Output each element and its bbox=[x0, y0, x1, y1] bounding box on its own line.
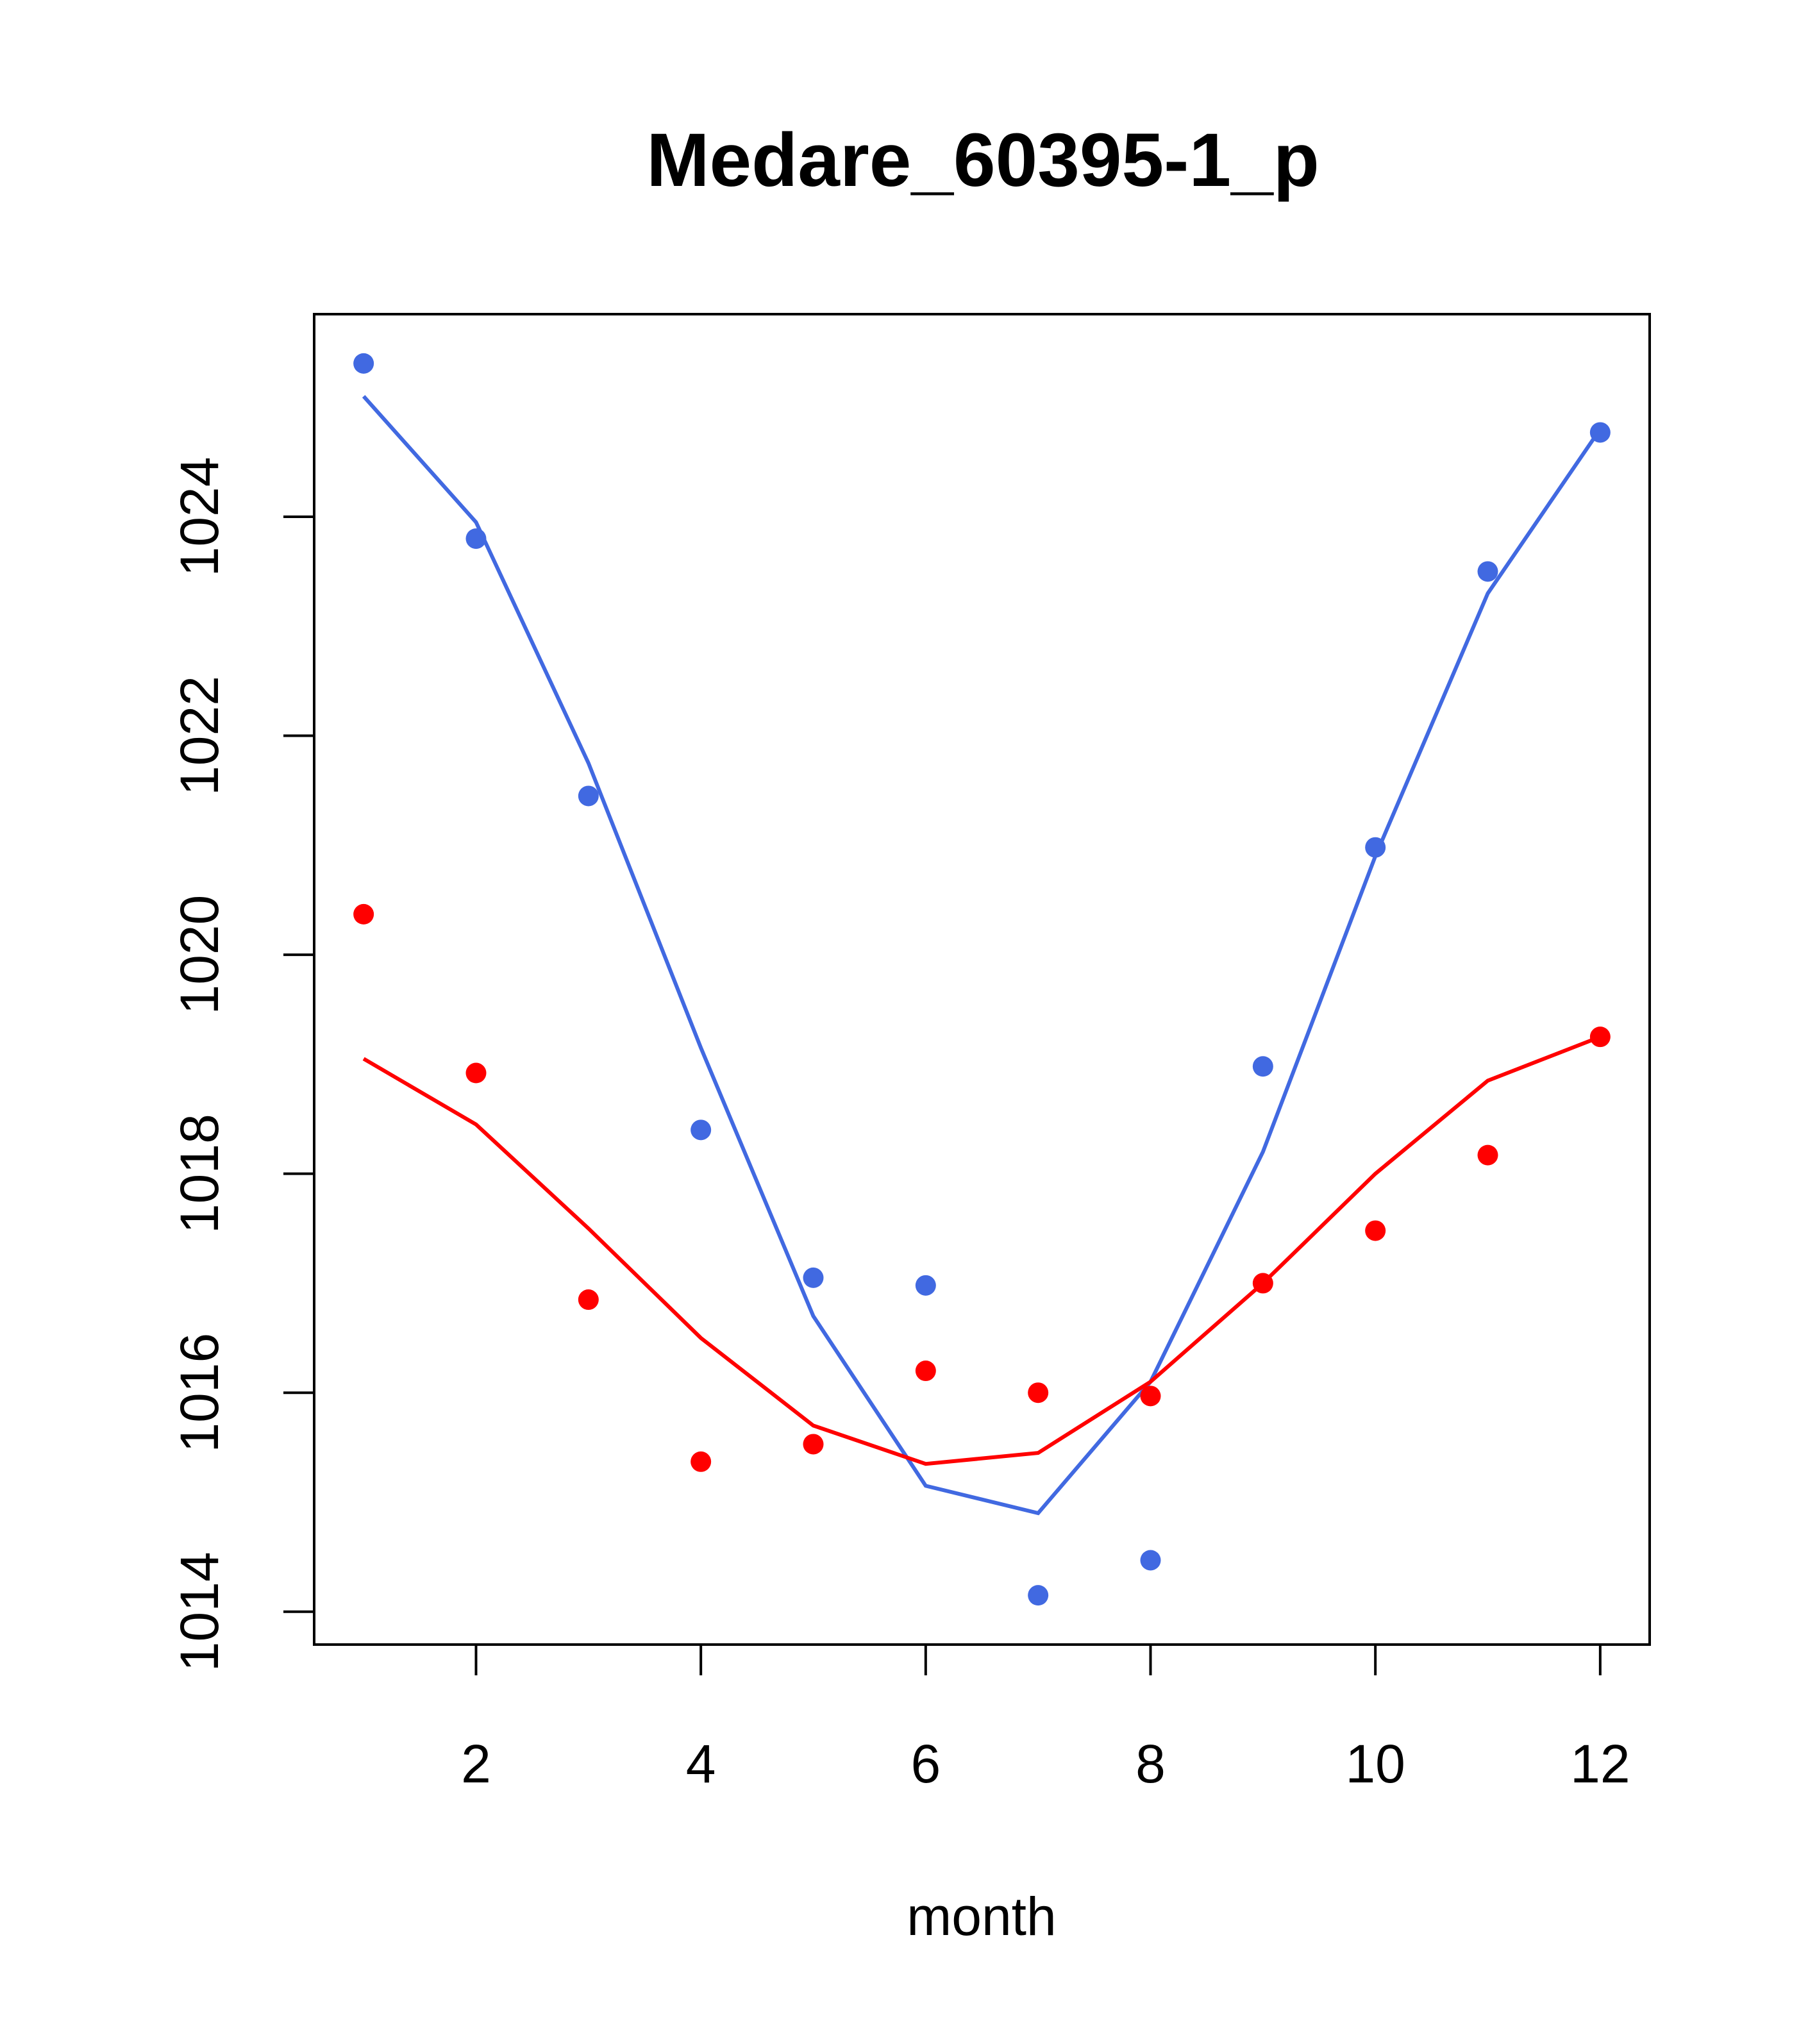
x-tick-label: 8 bbox=[1135, 1734, 1166, 1794]
y-tick-label: 1024 bbox=[169, 457, 230, 577]
data-point-red bbox=[1028, 1382, 1049, 1403]
data-point-blue bbox=[465, 528, 487, 549]
y-tick-label: 1016 bbox=[169, 1333, 230, 1453]
data-point-red bbox=[353, 903, 374, 925]
data-point-red bbox=[915, 1361, 936, 1382]
data-point-blue bbox=[803, 1267, 824, 1288]
x-tick-label: 6 bbox=[910, 1734, 941, 1794]
x-tick-label: 4 bbox=[686, 1734, 716, 1794]
plot-box bbox=[313, 313, 1651, 1646]
x-tick-label: 10 bbox=[1345, 1734, 1405, 1794]
series-layer bbox=[353, 353, 1611, 1606]
series-line-blue bbox=[362, 395, 1602, 1516]
y-tick-label: 1022 bbox=[169, 676, 230, 796]
series-line-red bbox=[362, 1035, 1601, 1466]
x-axis-label: month bbox=[907, 1886, 1056, 1947]
data-point-red bbox=[803, 1434, 824, 1455]
data-point-red bbox=[1252, 1273, 1273, 1294]
x-tick-label: 2 bbox=[461, 1734, 491, 1794]
data-point-red bbox=[465, 1062, 487, 1084]
series-blue bbox=[353, 353, 1611, 1606]
y-tick-label: 1018 bbox=[169, 1114, 230, 1234]
data-point-blue bbox=[353, 353, 374, 374]
data-point-blue bbox=[915, 1275, 936, 1296]
data-point-red bbox=[691, 1451, 712, 1472]
data-point-blue bbox=[578, 785, 599, 807]
y-tick-label: 1020 bbox=[169, 895, 230, 1015]
data-point-red bbox=[578, 1289, 599, 1311]
chart-title: Medare_60395-1_p bbox=[646, 118, 1319, 203]
series-red bbox=[353, 903, 1611, 1472]
data-point-blue bbox=[691, 1119, 712, 1141]
data-point-red bbox=[1365, 1220, 1386, 1241]
y-tick-label: 1014 bbox=[169, 1552, 230, 1671]
data-point-red bbox=[1589, 1026, 1611, 1048]
data-point-blue bbox=[1477, 561, 1498, 582]
x-tick-label: 12 bbox=[1570, 1734, 1630, 1794]
data-point-red bbox=[1477, 1144, 1498, 1166]
data-point-blue bbox=[1252, 1056, 1273, 1077]
y-axis: 1014 1016 1018 1020 1022 1024 bbox=[169, 457, 315, 1671]
x-axis: 2 4 6 8 10 12 bbox=[461, 1643, 1630, 1794]
data-point-red bbox=[1140, 1386, 1161, 1407]
data-point-blue bbox=[1028, 1585, 1049, 1606]
data-point-blue bbox=[1589, 422, 1611, 443]
data-point-blue bbox=[1365, 837, 1386, 858]
data-point-blue bbox=[1140, 1550, 1161, 1571]
